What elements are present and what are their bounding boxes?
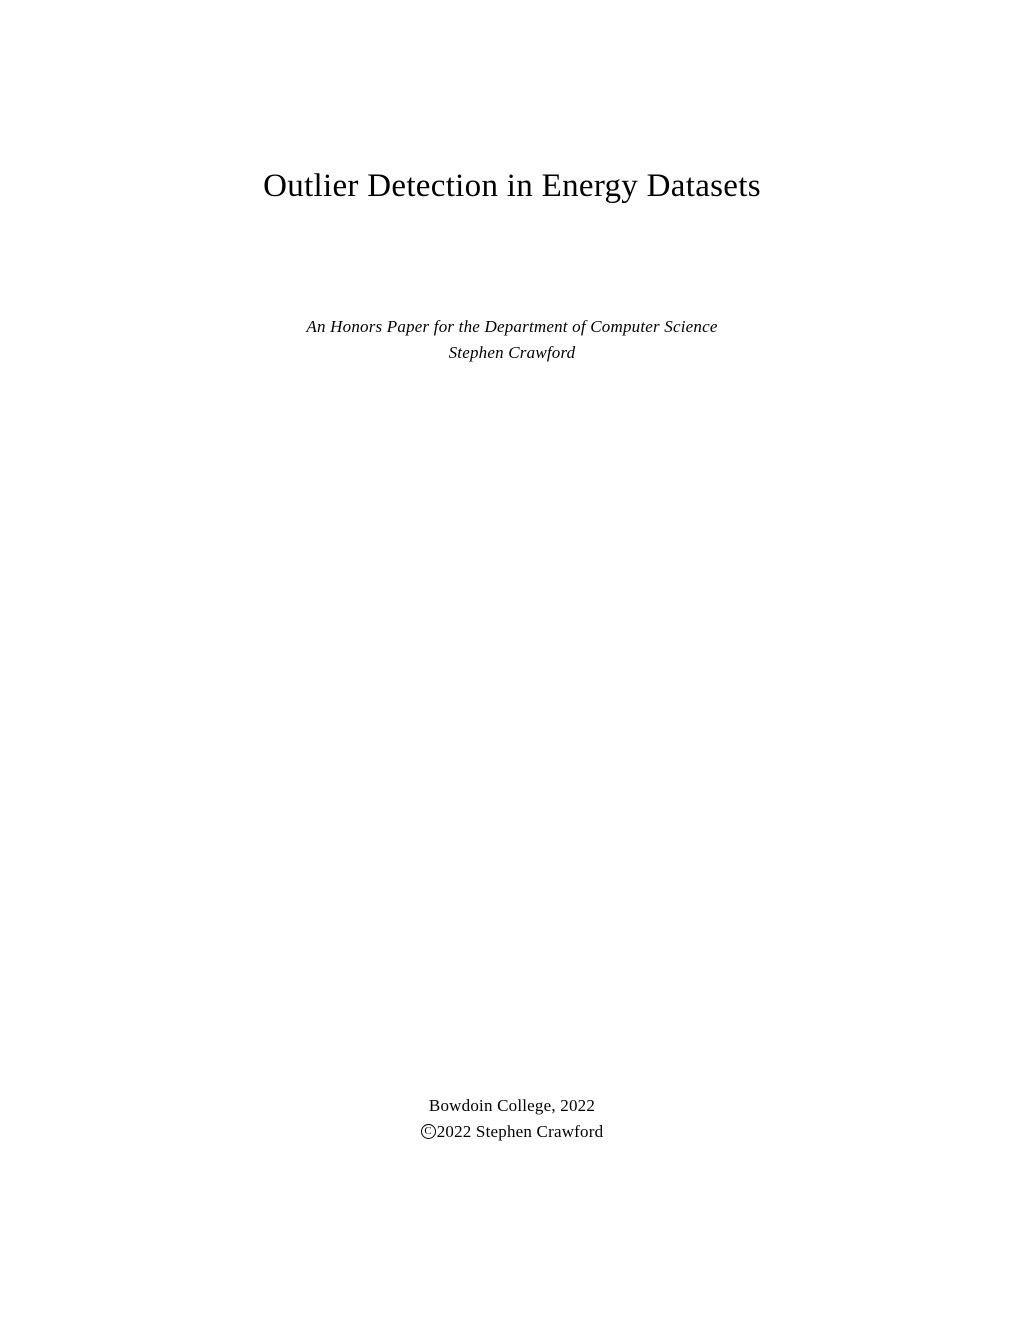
copyright-text: 2022 Stephen Crawford	[437, 1122, 604, 1141]
copyright-line: C2022 Stephen Crawford	[0, 1119, 1024, 1145]
honors-paper-line: An Honors Paper for the Department of Co…	[0, 314, 1024, 340]
subtitle-block: An Honors Paper for the Department of Co…	[0, 314, 1024, 365]
paper-title: Outlier Detection in Energy Datasets	[0, 168, 1024, 205]
copyright-icon: C	[421, 1124, 436, 1139]
footer-block: Bowdoin College, 2022 C2022 Stephen Craw…	[0, 1093, 1024, 1144]
institution-year: Bowdoin College, 2022	[0, 1093, 1024, 1119]
title-page: Outlier Detection in Energy Datasets An …	[0, 0, 1024, 1324]
author-name: Stephen Crawford	[0, 340, 1024, 366]
